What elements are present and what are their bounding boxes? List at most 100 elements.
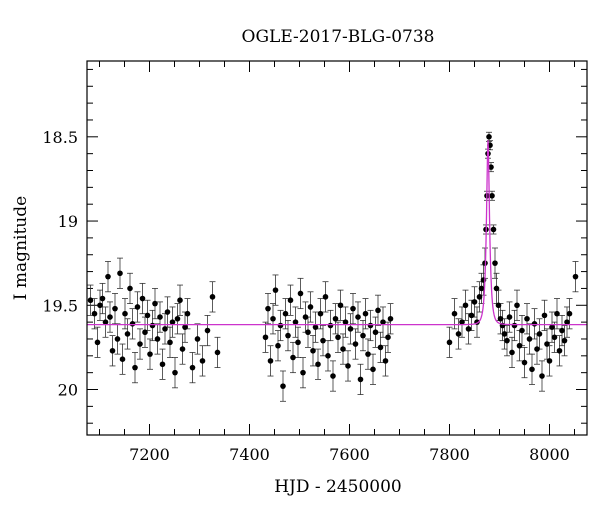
data-point	[493, 285, 500, 292]
data-point	[292, 319, 299, 325]
data-point	[287, 297, 294, 304]
data-point	[159, 361, 166, 368]
tick-labels: 7200 7400 7600 7800 8000 18.5 19 19.5 20	[42, 128, 569, 464]
data-point	[315, 361, 321, 368]
data-point	[459, 319, 465, 325]
y-axis-label: I magnitude	[11, 196, 31, 300]
data-point	[209, 294, 216, 300]
data-point	[157, 314, 163, 320]
data-point	[139, 295, 146, 302]
data-point	[162, 326, 168, 332]
data-point	[521, 359, 528, 366]
data-point	[382, 358, 389, 364]
data-point	[377, 344, 384, 351]
data-point	[492, 260, 498, 266]
data-point	[335, 334, 341, 341]
data-point	[102, 319, 109, 325]
data-point	[355, 314, 361, 320]
plot-frame	[86, 60, 588, 436]
data-point	[117, 270, 123, 277]
data-point	[486, 134, 492, 140]
data-point	[516, 342, 523, 349]
axis-ticks	[87, 61, 587, 435]
data-point	[167, 339, 173, 346]
data-point	[290, 354, 296, 361]
model-line	[87, 140, 587, 326]
chart-title: OGLE-2017-BLG-0738	[242, 27, 435, 47]
data-point	[122, 310, 128, 317]
data-point	[572, 273, 579, 280]
data-point	[566, 310, 573, 317]
data-point	[536, 331, 543, 337]
data-point	[367, 322, 374, 329]
data-point	[164, 309, 171, 315]
data-point	[305, 329, 311, 336]
data-point	[262, 334, 269, 341]
data-point	[320, 337, 326, 344]
data-point	[297, 290, 304, 297]
data-point	[365, 351, 371, 357]
x-tick-label: 8000	[529, 445, 570, 464]
data-point	[556, 347, 563, 354]
error-bars	[87, 131, 579, 402]
data-point	[380, 319, 386, 325]
model-curve	[87, 140, 587, 326]
data-point	[489, 192, 495, 199]
data-point	[451, 310, 458, 317]
data-point	[534, 346, 540, 352]
data-point	[149, 322, 156, 329]
data-point	[317, 310, 324, 317]
data-point	[105, 273, 111, 280]
data-point	[546, 358, 553, 364]
data-point	[184, 310, 191, 317]
data-point	[285, 332, 291, 339]
data-point	[372, 329, 379, 336]
data-point	[182, 324, 188, 330]
data-point	[529, 366, 535, 373]
data-point	[559, 327, 565, 334]
x-axis-label: HJD - 2450000	[274, 477, 402, 497]
data-point	[387, 315, 394, 322]
data-point	[97, 302, 103, 309]
data-point	[177, 297, 183, 304]
data-point	[300, 369, 306, 376]
y-tick-label: 18.5	[42, 128, 78, 147]
x-tick-label: 7200	[129, 445, 170, 464]
data-point	[478, 285, 485, 292]
data-point	[109, 347, 116, 354]
data-point	[107, 314, 113, 320]
data-point	[519, 327, 525, 334]
data-point	[514, 302, 520, 309]
data-point	[337, 302, 344, 309]
data-point	[132, 364, 138, 371]
data-point	[551, 334, 558, 341]
data-point	[199, 358, 206, 364]
data-point	[531, 321, 538, 327]
data-point	[112, 305, 118, 312]
data-point	[468, 312, 475, 319]
data-point	[347, 326, 354, 332]
x-tick-label: 7400	[229, 445, 270, 464]
data-point	[265, 305, 271, 312]
data-point	[490, 226, 497, 233]
data-point	[310, 347, 316, 354]
data-point	[455, 331, 462, 337]
data-point	[345, 363, 351, 369]
data-point	[127, 285, 133, 292]
x-tick-label: 7600	[329, 445, 370, 464]
data-point	[375, 307, 381, 314]
data-point	[119, 356, 126, 362]
data-point	[352, 341, 359, 347]
y-tick-label: 19.5	[42, 296, 78, 315]
data-point	[307, 304, 314, 310]
data-point	[462, 302, 469, 309]
data-point	[282, 310, 289, 317]
data-point	[114, 336, 121, 342]
data-point	[325, 353, 331, 359]
data-point	[194, 336, 201, 342]
data-point	[214, 349, 221, 356]
data-point	[302, 314, 309, 320]
data-point	[357, 376, 364, 383]
data-point	[476, 294, 483, 300]
